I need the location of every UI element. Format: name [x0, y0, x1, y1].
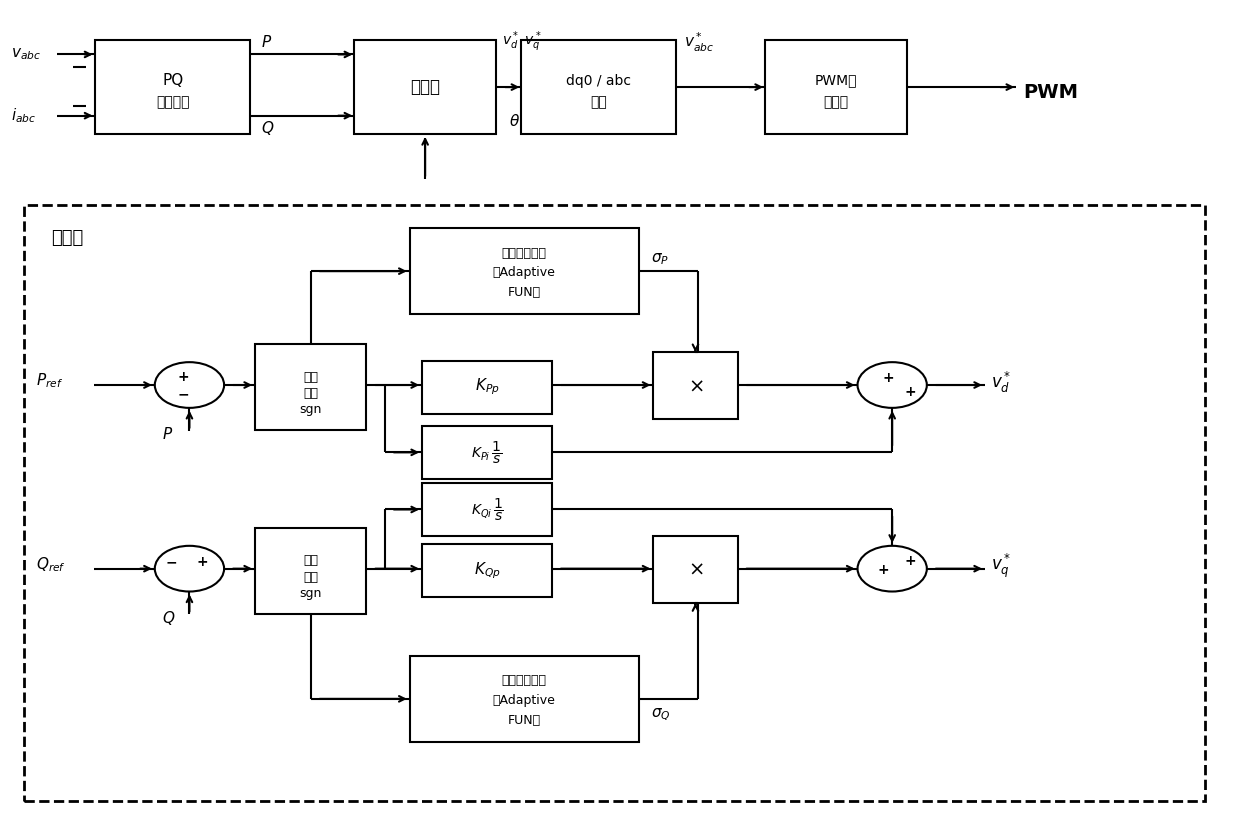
- Text: −: −: [177, 388, 188, 402]
- Text: 符号: 符号: [304, 554, 319, 568]
- Text: 比例调节函数: 比例调节函数: [502, 674, 547, 687]
- Text: PWM波: PWM波: [815, 74, 857, 88]
- Text: 函数: 函数: [304, 571, 319, 584]
- Text: 符号: 符号: [304, 371, 319, 384]
- Text: 控制器: 控制器: [410, 78, 440, 96]
- Text: $\theta$: $\theta$: [508, 113, 520, 129]
- Text: −: −: [165, 555, 177, 569]
- Text: FUN）: FUN）: [507, 286, 541, 299]
- Text: $i_{abc}$: $i_{abc}$: [11, 106, 36, 125]
- Text: $v_{abc}$: $v_{abc}$: [11, 47, 41, 62]
- Bar: [353, 40, 496, 134]
- Text: dq0 / abc: dq0 / abc: [565, 74, 631, 88]
- Text: $v_d^*$: $v_d^*$: [991, 370, 1012, 395]
- Bar: [95, 40, 250, 134]
- Text: sgn: sgn: [300, 587, 322, 600]
- Bar: [409, 656, 639, 742]
- Bar: [422, 360, 552, 414]
- Text: $\sigma_Q$: $\sigma_Q$: [651, 707, 671, 723]
- Text: sgn: sgn: [300, 404, 322, 416]
- Text: +: +: [905, 385, 916, 399]
- Bar: [521, 40, 676, 134]
- Bar: [653, 352, 738, 419]
- Text: 变换: 变换: [590, 95, 606, 109]
- Circle shape: [155, 545, 224, 591]
- Text: $\times$: $\times$: [688, 376, 703, 396]
- Text: $P_{ref}$: $P_{ref}$: [36, 372, 63, 391]
- Bar: [24, 206, 1205, 801]
- Text: $Q_{ref}$: $Q_{ref}$: [36, 555, 66, 574]
- Text: （Adaptive: （Adaptive: [492, 266, 556, 279]
- Bar: [409, 229, 639, 314]
- Text: $\times$: $\times$: [688, 560, 703, 579]
- Text: 控制器: 控制器: [51, 229, 83, 247]
- Circle shape: [858, 362, 926, 408]
- Text: （Adaptive: （Adaptive: [492, 694, 556, 707]
- Text: PWM: PWM: [1023, 84, 1079, 102]
- Text: $P$: $P$: [262, 34, 273, 50]
- Circle shape: [155, 362, 224, 408]
- Bar: [422, 544, 552, 597]
- Bar: [422, 483, 552, 536]
- Text: $K_{Qi}\,\dfrac{1}{s}$: $K_{Qi}\,\dfrac{1}{s}$: [470, 496, 503, 523]
- Text: $v_{abc}^*$: $v_{abc}^*$: [684, 30, 714, 54]
- Text: FUN）: FUN）: [507, 713, 541, 726]
- Bar: [653, 536, 738, 603]
- Text: 生成器: 生成器: [823, 95, 848, 109]
- Text: +: +: [878, 563, 889, 577]
- Text: +: +: [177, 370, 188, 384]
- Text: $P$: $P$: [162, 426, 174, 442]
- Circle shape: [858, 545, 926, 591]
- Text: $Q$: $Q$: [162, 609, 176, 627]
- Text: $Q$: $Q$: [262, 119, 274, 137]
- Text: $K_{Qp}$: $K_{Qp}$: [474, 560, 500, 581]
- Bar: [255, 528, 366, 613]
- Text: 函数: 函数: [304, 387, 319, 400]
- Bar: [422, 426, 552, 479]
- Text: $v_q^*$: $v_q^*$: [991, 552, 1012, 581]
- Text: $K_{Pp}$: $K_{Pp}$: [475, 377, 500, 397]
- Text: PQ: PQ: [162, 73, 184, 88]
- Text: 比例调节函数: 比例调节函数: [502, 247, 547, 260]
- Text: +: +: [905, 554, 916, 568]
- Text: +: +: [883, 372, 894, 386]
- Text: $v_d^*\ v_q^*$: $v_d^*\ v_q^*$: [502, 30, 542, 54]
- Bar: [255, 344, 366, 430]
- Text: $K_{Pi}\,\dfrac{1}{s}$: $K_{Pi}\,\dfrac{1}{s}$: [471, 439, 502, 465]
- Text: +: +: [196, 555, 207, 569]
- Bar: [765, 40, 906, 134]
- Text: $\sigma_P$: $\sigma_P$: [651, 251, 670, 267]
- Text: 功率计算: 功率计算: [156, 95, 190, 109]
